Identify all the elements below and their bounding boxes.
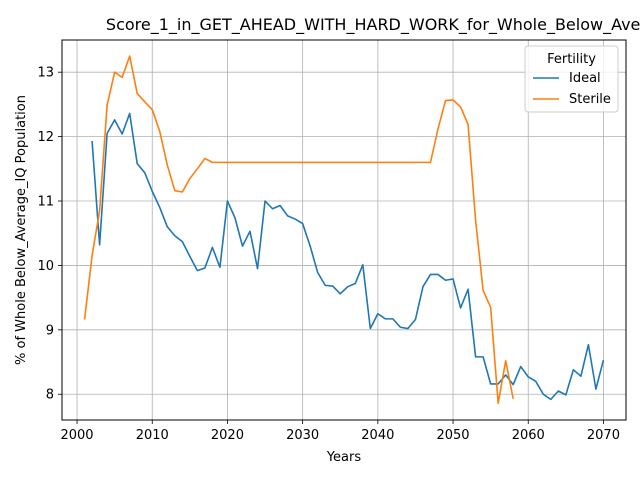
y-tick-label: 13 [37, 66, 54, 81]
x-tick-label: 2040 [361, 428, 394, 443]
x-tick-label: 2000 [60, 428, 93, 443]
legend-label-sterile: Sterile [569, 92, 611, 107]
y-tick-label: 12 [37, 130, 54, 145]
legend-title: Fertility [547, 52, 596, 67]
x-tick-label: 2030 [286, 428, 319, 443]
y-axis: 8 9 10 11 12 13 [37, 66, 62, 403]
y-tick-label: 10 [37, 259, 54, 274]
x-tick-label: 2060 [512, 428, 545, 443]
legend-box [524, 45, 619, 113]
series-line-ideal [91, 112, 605, 401]
chart-title: Score_1_in_GET_AHEAD_WITH_HARD_WORK_for_… [106, 15, 640, 35]
plot-frame [61, 39, 627, 421]
series-lines [83, 55, 605, 405]
x-tick-label: 2050 [436, 428, 469, 443]
x-axis: 2000 2010 2020 2030 2040 2050 2060 2070 [60, 420, 620, 443]
y-tick-label: 11 [37, 195, 54, 210]
y-tick-label: 9 [46, 323, 54, 338]
legend-label-ideal: Ideal [569, 71, 601, 86]
x-tick-label: 2070 [587, 428, 620, 443]
series-line-sterile [83, 55, 514, 405]
legend: Fertility Ideal Sterile [524, 45, 619, 113]
x-axis-label: Years [326, 450, 362, 465]
y-tick-label: 8 [46, 388, 54, 403]
y-axis-label: % of Whole Below_Average_IQ Population [14, 95, 29, 365]
x-tick-label: 2020 [211, 428, 244, 443]
x-tick-label: 2010 [136, 428, 169, 443]
